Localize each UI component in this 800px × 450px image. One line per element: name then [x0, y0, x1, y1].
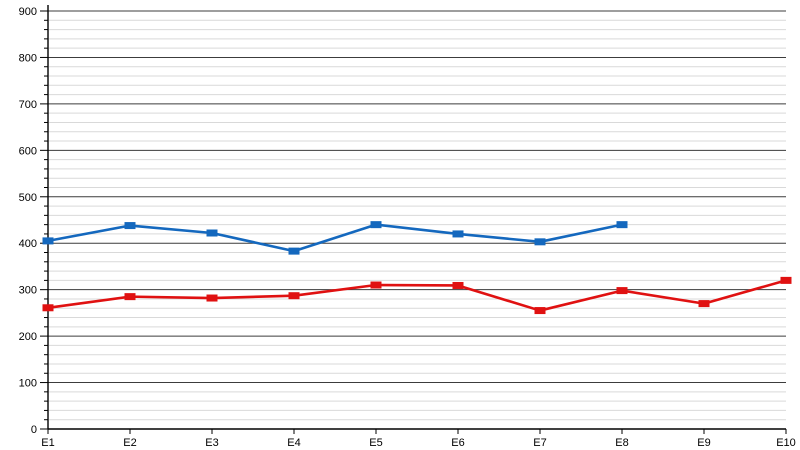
data-point-marker	[124, 222, 136, 230]
y-axis-ticks	[40, 10, 48, 430]
x-axis-category-label: E10	[776, 437, 796, 449]
data-point-marker	[206, 294, 218, 302]
data-point-marker	[452, 230, 464, 238]
data-point-marker	[124, 293, 136, 301]
y-axis-tick-label: 400	[19, 238, 37, 250]
x-axis-category-label: E4	[287, 437, 300, 449]
series-line	[47, 223, 623, 253]
y-axis-tick-label: 900	[19, 6, 37, 18]
y-major-gridlines	[48, 10, 786, 384]
y-axis-tick-label: 100	[19, 378, 37, 390]
data-point-marker	[534, 307, 546, 315]
series-line	[47, 279, 787, 312]
data-point-marker	[42, 304, 54, 312]
x-axis-category-label: E9	[697, 437, 710, 449]
x-axis-category-label: E8	[615, 437, 628, 449]
data-point-marker	[42, 237, 54, 245]
x-axis-category-label: E7	[533, 437, 546, 449]
data-point-marker	[288, 292, 300, 300]
data-point-marker	[452, 281, 464, 289]
x-axis-category-labels: E1 E2 E3 E4 E5 E6 E7 E8 E9 E10	[41, 437, 796, 449]
data-point-marker	[698, 300, 710, 308]
y-axis-tick-label: 0	[31, 424, 37, 436]
series-1	[42, 221, 628, 255]
data-point-marker	[616, 287, 628, 295]
x-axis-category-label: E1	[41, 437, 54, 449]
data-point-marker	[616, 221, 628, 229]
data-point-marker	[288, 247, 300, 255]
data-point-marker	[206, 229, 218, 237]
data-point-marker	[370, 221, 382, 229]
y-axis-tick-labels: 0 100 200 300 400 500 600 700 800 900	[19, 6, 37, 436]
y-axis-tick-label: 700	[19, 99, 37, 111]
y-axis-tick-label: 500	[19, 192, 37, 204]
x-axis-category-label: E2	[123, 437, 136, 449]
data-point-marker	[780, 276, 792, 284]
data-point-marker	[534, 238, 546, 246]
y-axis-tick-label: 800	[19, 52, 37, 64]
x-axis-category-label: E6	[451, 437, 464, 449]
y-minor-gridlines	[49, 19, 786, 421]
data-point-marker	[370, 281, 382, 289]
y-axis-tick-label: 200	[19, 331, 37, 343]
x-axis-ticks	[47, 429, 787, 434]
x-axis-category-label: E3	[205, 437, 218, 449]
y-axis-tick-label: 600	[19, 145, 37, 157]
y-axis-tick-label: 300	[19, 285, 37, 297]
series-2	[42, 276, 792, 315]
x-axis-category-label: E5	[369, 437, 382, 449]
